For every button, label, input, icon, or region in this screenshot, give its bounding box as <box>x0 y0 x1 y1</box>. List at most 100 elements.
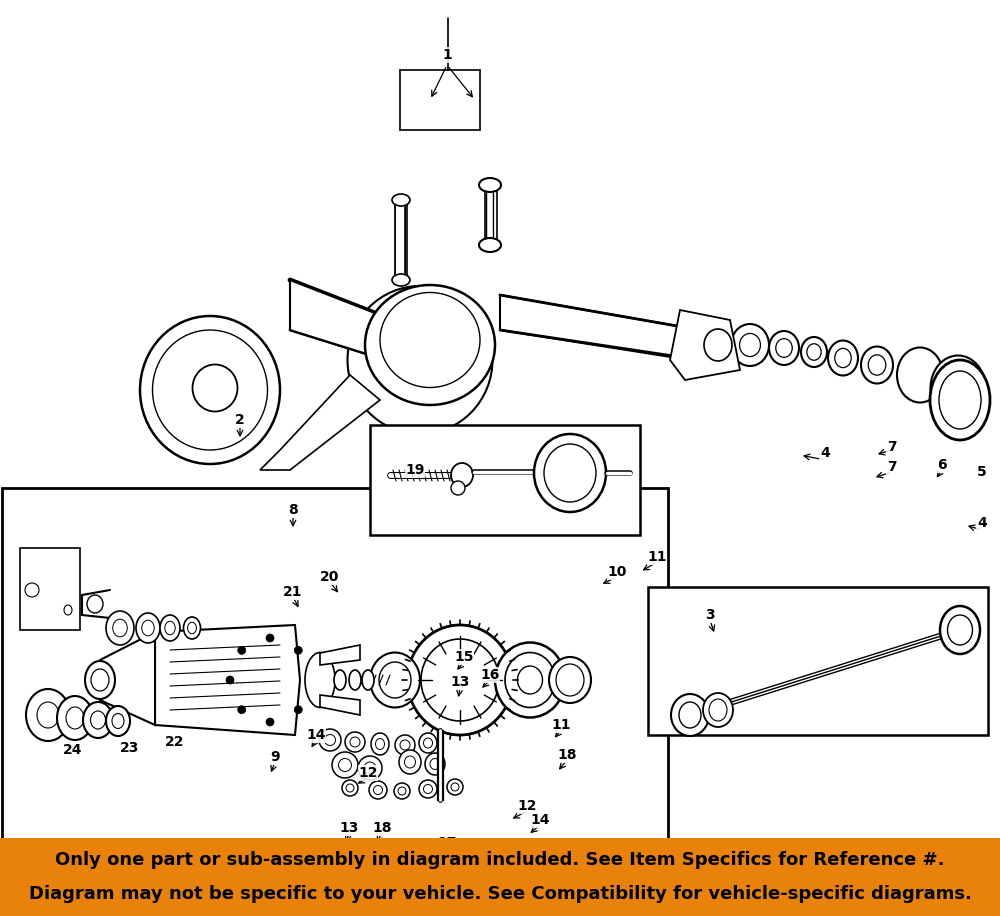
Text: 22: 22 <box>165 735 185 749</box>
Ellipse shape <box>424 784 432 793</box>
Ellipse shape <box>419 780 437 798</box>
Ellipse shape <box>342 780 358 796</box>
Ellipse shape <box>334 670 346 690</box>
Ellipse shape <box>400 740 410 750</box>
Bar <box>0 838 1000 916</box>
Ellipse shape <box>349 670 361 690</box>
Text: 7: 7 <box>887 440 897 454</box>
Ellipse shape <box>740 333 760 356</box>
Ellipse shape <box>305 652 335 707</box>
Text: 13: 13 <box>450 675 470 689</box>
Ellipse shape <box>868 354 886 376</box>
Text: 13: 13 <box>603 848 623 862</box>
Ellipse shape <box>188 622 196 634</box>
Ellipse shape <box>374 786 382 794</box>
Text: 13: 13 <box>339 821 359 835</box>
Ellipse shape <box>319 729 341 751</box>
Ellipse shape <box>447 779 463 795</box>
Text: 1: 1 <box>442 48 452 62</box>
Ellipse shape <box>25 583 39 597</box>
Ellipse shape <box>324 735 336 746</box>
Ellipse shape <box>83 702 113 738</box>
Ellipse shape <box>897 347 943 402</box>
Ellipse shape <box>451 783 459 791</box>
Text: 18: 18 <box>557 748 577 762</box>
Ellipse shape <box>358 756 382 780</box>
Text: 17: 17 <box>437 836 457 850</box>
Ellipse shape <box>534 434 606 512</box>
Text: Only one part or sub-assembly in diagram included. See Item Specifics for Refere: Only one part or sub-assembly in diagram… <box>55 851 945 869</box>
Ellipse shape <box>306 676 314 684</box>
Text: 9: 9 <box>270 750 280 764</box>
Text: 3: 3 <box>705 608 715 622</box>
Ellipse shape <box>238 647 246 654</box>
Ellipse shape <box>408 625 512 735</box>
Ellipse shape <box>939 371 981 429</box>
Ellipse shape <box>346 784 354 792</box>
Ellipse shape <box>192 365 238 411</box>
Bar <box>2 488 668 840</box>
Ellipse shape <box>544 444 596 502</box>
Text: 7: 7 <box>887 460 897 474</box>
Ellipse shape <box>364 762 376 774</box>
Ellipse shape <box>479 238 501 252</box>
Ellipse shape <box>350 737 360 747</box>
Ellipse shape <box>709 699 727 721</box>
Ellipse shape <box>940 606 980 654</box>
Text: 23: 23 <box>120 741 140 755</box>
Bar <box>20 548 80 630</box>
Ellipse shape <box>165 621 175 635</box>
Polygon shape <box>155 625 300 735</box>
Ellipse shape <box>703 693 733 727</box>
Ellipse shape <box>392 194 410 206</box>
Ellipse shape <box>369 781 387 799</box>
Ellipse shape <box>395 735 415 755</box>
Ellipse shape <box>113 619 127 637</box>
Text: 6: 6 <box>937 458 947 472</box>
Text: 12: 12 <box>358 766 378 780</box>
Ellipse shape <box>362 670 374 690</box>
Ellipse shape <box>505 652 555 707</box>
Text: 8: 8 <box>288 503 298 517</box>
Ellipse shape <box>731 324 769 366</box>
Ellipse shape <box>828 341 858 376</box>
Ellipse shape <box>398 787 406 795</box>
Text: 11: 11 <box>647 550 667 564</box>
Ellipse shape <box>930 360 990 440</box>
Text: Diagram may not be specific to your vehicle. See Compatibility for vehicle-speci: Diagram may not be specific to your vehi… <box>29 885 971 903</box>
Ellipse shape <box>294 647 302 654</box>
Ellipse shape <box>106 611 134 645</box>
Text: 5: 5 <box>977 465 987 479</box>
Text: 4: 4 <box>977 516 987 530</box>
Ellipse shape <box>112 714 124 728</box>
Ellipse shape <box>140 316 280 464</box>
Ellipse shape <box>556 664 584 696</box>
Ellipse shape <box>769 331 799 365</box>
Text: 21: 21 <box>283 585 303 599</box>
Ellipse shape <box>704 329 732 361</box>
Ellipse shape <box>294 705 302 714</box>
Text: 16: 16 <box>480 668 500 682</box>
Text: 4: 4 <box>820 446 830 460</box>
Ellipse shape <box>370 652 420 707</box>
Ellipse shape <box>479 178 501 192</box>
Text: 13: 13 <box>533 848 553 862</box>
Polygon shape <box>290 280 380 355</box>
Ellipse shape <box>380 292 480 387</box>
Ellipse shape <box>37 702 59 728</box>
Ellipse shape <box>679 702 701 728</box>
Ellipse shape <box>226 676 234 684</box>
Ellipse shape <box>399 750 421 774</box>
Ellipse shape <box>776 339 792 357</box>
Ellipse shape <box>430 758 440 769</box>
Ellipse shape <box>332 752 358 778</box>
Ellipse shape <box>451 463 473 487</box>
Ellipse shape <box>136 613 160 643</box>
Bar <box>370 425 640 535</box>
Ellipse shape <box>160 615 180 641</box>
Ellipse shape <box>338 758 352 771</box>
Ellipse shape <box>345 732 365 752</box>
Ellipse shape <box>801 337 827 367</box>
Polygon shape <box>320 695 360 715</box>
Text: 19: 19 <box>405 463 425 477</box>
